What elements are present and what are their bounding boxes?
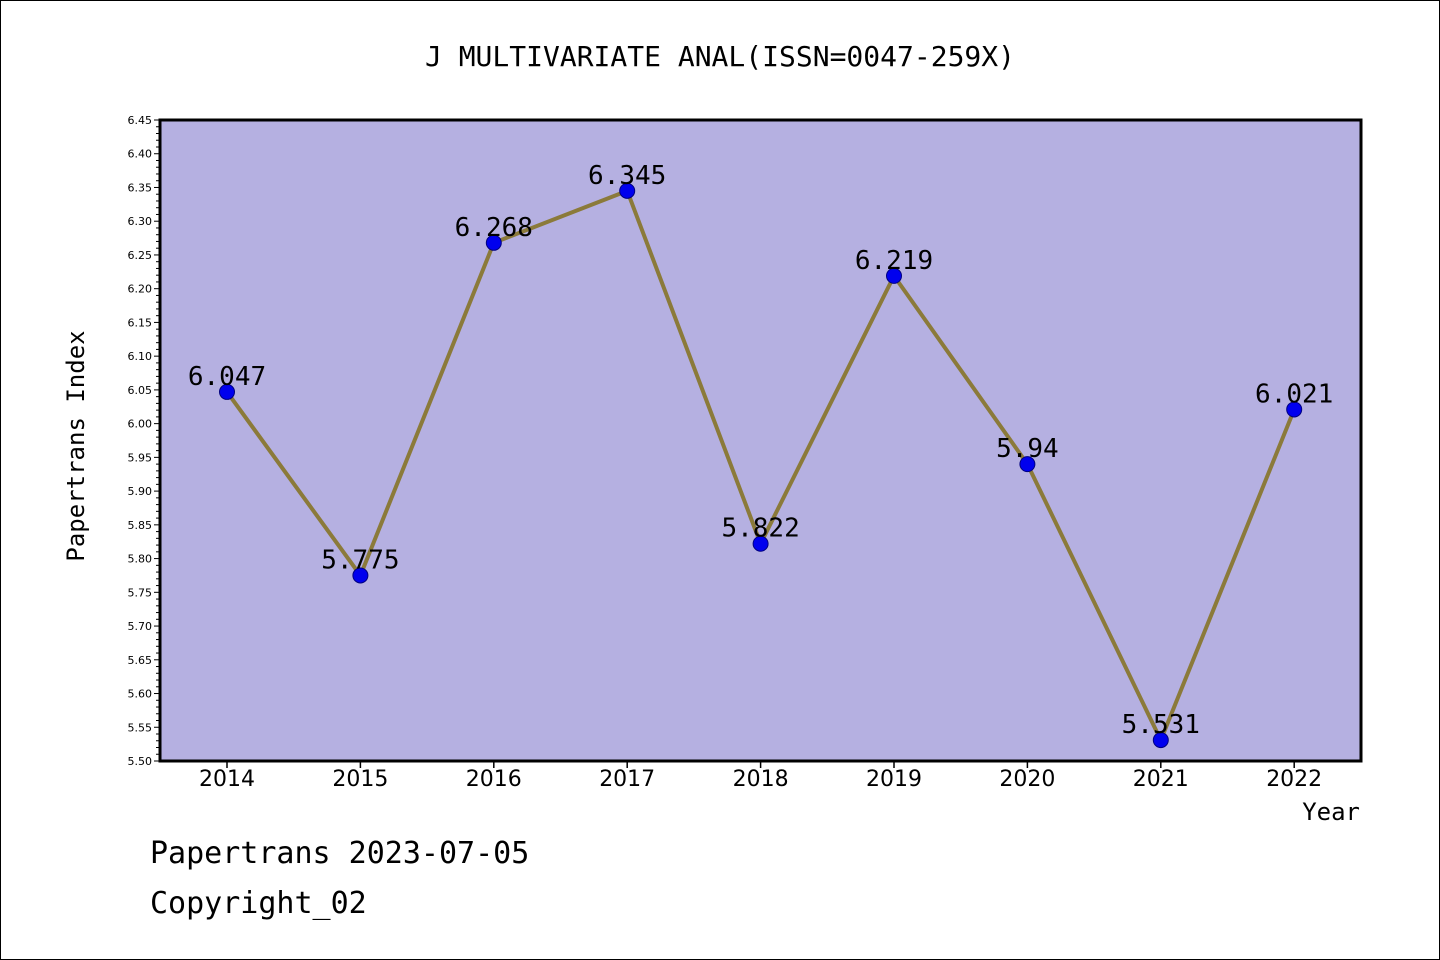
data-labels: 6.047 5.775 6.268 6.345 5.822 6.219 5.94 5.531 6…: [188, 161, 1333, 740]
x-tick-label: 2020: [999, 767, 1055, 792]
data-point: [1286, 401, 1303, 418]
y-tick-label: 5.90: [128, 485, 153, 498]
y-tick-label: 6.30: [128, 215, 153, 228]
data-point: [619, 182, 636, 199]
x-tick-label: 2018: [733, 767, 789, 792]
x-tick-label: 2021: [1133, 767, 1189, 792]
y-tick-label: 6.40: [128, 148, 153, 161]
data-label: 5.775: [321, 545, 399, 575]
data-point: [1152, 732, 1169, 749]
data-label: 5.822: [721, 514, 799, 544]
chart-title: J MULTIVARIATE ANAL(ISSN=0047-259X): [425, 40, 1015, 73]
data-label: 6.021: [1255, 379, 1333, 409]
x-tick-label: 2019: [866, 767, 922, 792]
x-axis: 2014 2015 2016 2017 2018 2019 2020 2021 2022: [199, 761, 1322, 792]
data-label: 6.268: [455, 213, 533, 243]
y-tick-label: 6.15: [128, 316, 153, 329]
data-label: 5.94: [996, 434, 1059, 464]
y-tick-label: 6.05: [128, 384, 153, 397]
data-label: 6.047: [188, 362, 266, 392]
data-point: [485, 234, 502, 251]
x-tick-label: 2015: [332, 767, 388, 792]
y-tick-label: 6.10: [128, 350, 153, 363]
data-label: 6.345: [588, 161, 666, 191]
y-axis-label: Papertrans Index: [62, 330, 90, 561]
data-point: [886, 267, 902, 284]
data-markers: [219, 182, 1303, 749]
y-tick-label: 5.95: [128, 451, 153, 464]
x-tick-label: 2014: [199, 767, 255, 792]
plot-border: [158, 118, 1363, 763]
y-tick-label: 5.70: [128, 620, 153, 633]
y-tick-label: 6.25: [128, 249, 153, 262]
plot-area: [160, 120, 1361, 761]
y-axis: 5.50 5.55 5.60 5.65 5.70 5.75 5.80 5.85 5.90 5.95…: [128, 114, 160, 768]
footer-copyright: Copyright_02: [150, 886, 367, 921]
x-axis-label: Year: [1302, 798, 1360, 826]
y-tick-label: 5.55: [128, 721, 153, 734]
y-tick-label: 5.50: [128, 755, 153, 768]
data-point: [1019, 456, 1036, 473]
x-tick-label: 2017: [599, 767, 655, 792]
y-tick-label: 6.45: [128, 114, 153, 127]
data-point: [352, 567, 369, 584]
y-tick-label: 6.35: [128, 181, 153, 194]
data-label: 5.531: [1122, 710, 1200, 740]
footer-date: Papertrans 2023-07-05: [150, 836, 530, 871]
data-point: [752, 535, 769, 552]
y-tick-label: 5.65: [128, 654, 153, 667]
y-tick-label: 5.75: [128, 586, 153, 599]
y-tick-label: 6.00: [128, 418, 153, 431]
data-point: [219, 383, 235, 400]
y-tick-label: 5.60: [128, 688, 153, 701]
y-tick-label: 5.85: [128, 519, 153, 532]
x-tick-label: 2022: [1266, 767, 1322, 792]
x-tick-label: 2016: [466, 767, 522, 792]
data-label: 6.219: [855, 246, 933, 276]
y-tick-label: 5.80: [128, 553, 153, 566]
y-tick-label: 6.20: [128, 283, 153, 296]
